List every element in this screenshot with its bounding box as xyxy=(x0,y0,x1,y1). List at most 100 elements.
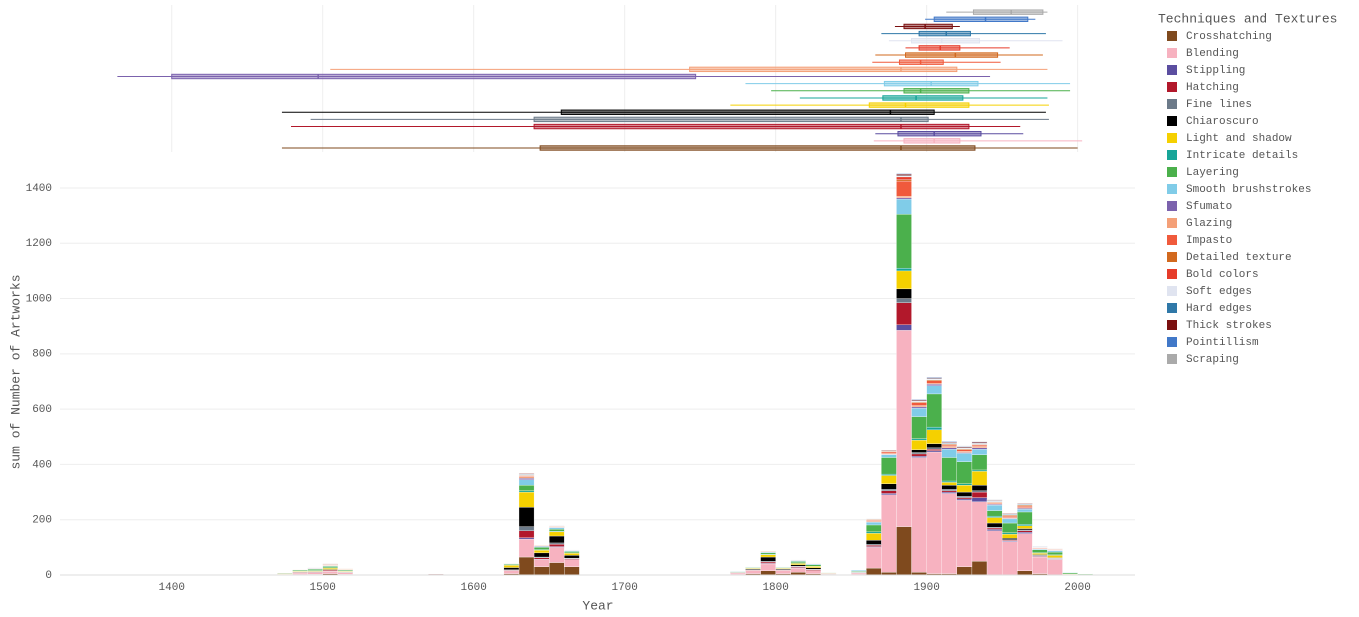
bar-segment xyxy=(760,570,776,576)
bar-segment xyxy=(760,561,776,564)
bar-segment xyxy=(881,454,897,458)
bar-segment xyxy=(1017,524,1033,526)
bar-segment xyxy=(926,449,942,451)
bar-segment xyxy=(911,438,927,441)
box-body xyxy=(533,116,929,123)
bar-segment xyxy=(549,528,565,532)
bar-segment xyxy=(956,498,973,501)
bar-segment xyxy=(956,500,973,567)
legend-label: Thick strokes xyxy=(1186,320,1272,332)
bar-segment xyxy=(881,483,897,490)
bar-segment xyxy=(866,518,882,520)
bar-segment xyxy=(896,179,912,182)
box-body xyxy=(689,66,958,73)
x-tick-label: 1500 xyxy=(310,582,336,594)
bar-segment xyxy=(1001,522,1018,533)
box-body xyxy=(933,16,1029,23)
box-body xyxy=(882,95,964,101)
bar-segment xyxy=(971,490,988,493)
bar-segment xyxy=(941,491,957,494)
bar-segment xyxy=(1001,518,1018,524)
bar-segment xyxy=(881,475,897,484)
bar-segment xyxy=(518,485,535,491)
bar-segment xyxy=(956,449,973,452)
bar-segment xyxy=(851,572,867,575)
bar-segment xyxy=(896,176,912,180)
bar-segment xyxy=(564,553,580,556)
bar-segment xyxy=(1017,525,1033,529)
bar-segment xyxy=(896,298,912,303)
bar-segment xyxy=(790,567,807,573)
bar-segment xyxy=(866,547,882,569)
bar-segment xyxy=(1017,511,1033,525)
box-body xyxy=(898,59,944,65)
bar-segment xyxy=(941,449,957,458)
bar-segment xyxy=(941,493,957,574)
bar-segment xyxy=(322,566,338,568)
bar-segment xyxy=(1047,550,1063,553)
bar-segment xyxy=(911,439,927,450)
legend-swatch xyxy=(1167,167,1177,177)
bar-segment xyxy=(503,570,520,574)
legend-swatch xyxy=(1167,320,1177,330)
bar-segment xyxy=(518,491,535,508)
bar-segment xyxy=(1062,572,1078,575)
y-tick-label: 1200 xyxy=(26,238,52,250)
bar-segment xyxy=(307,572,323,575)
bar-segment xyxy=(971,471,988,486)
bar-segment xyxy=(322,567,338,570)
legend-label: Chiaroscuro xyxy=(1186,116,1259,128)
bar-segment xyxy=(518,526,535,531)
legend-swatch xyxy=(1167,99,1177,109)
bar-segment xyxy=(1017,530,1033,533)
bar-segment xyxy=(1047,555,1063,558)
bar-segment xyxy=(941,485,957,490)
bar-segment xyxy=(564,566,580,576)
bar-segment xyxy=(956,461,973,484)
legend-label: Scraping xyxy=(1186,354,1239,366)
legend-label: Sfumato xyxy=(1186,201,1232,213)
bar-segment xyxy=(911,416,927,439)
bar-segment xyxy=(971,491,988,498)
bar-segment xyxy=(549,562,565,576)
bar-segment xyxy=(760,563,776,572)
bar-segment xyxy=(322,571,338,574)
bar-segment xyxy=(881,449,897,451)
bar-segment xyxy=(866,524,882,533)
box-body xyxy=(972,9,1044,15)
legend-label: Soft edges xyxy=(1186,286,1252,298)
bar-segment xyxy=(911,449,927,453)
legend-title: Techniques and Textures xyxy=(1158,11,1337,26)
bar-segment xyxy=(896,302,912,325)
bar-segment xyxy=(926,450,942,453)
bar-segment xyxy=(881,494,897,573)
bar-segment xyxy=(307,569,323,571)
legend-label: Stippling xyxy=(1186,65,1245,77)
bar-segment xyxy=(971,446,988,448)
bar-segment xyxy=(926,447,942,450)
box-body xyxy=(918,45,961,51)
legend-swatch xyxy=(1167,133,1177,143)
bar-segment xyxy=(971,449,988,455)
box-body xyxy=(903,23,953,30)
legend-swatch xyxy=(1167,354,1177,364)
y-tick-label: 800 xyxy=(32,349,52,361)
legend-label: Smooth brushstrokes xyxy=(1186,184,1311,196)
bar-segment xyxy=(549,535,565,544)
bar-segment xyxy=(518,530,535,538)
bar-segment xyxy=(956,485,973,493)
x-tick-label: 1600 xyxy=(460,582,486,594)
bar-segment xyxy=(986,517,1003,524)
bar-segment xyxy=(896,330,912,527)
legend-swatch xyxy=(1167,218,1177,228)
bar-segment xyxy=(896,173,912,175)
bar-segment xyxy=(881,493,897,495)
bar-segment xyxy=(1032,549,1048,553)
bar-segment xyxy=(518,538,535,558)
bar-segment xyxy=(292,572,308,575)
box-body xyxy=(897,131,982,137)
legend-label: Glazing xyxy=(1186,218,1232,230)
bar-segment xyxy=(549,525,565,527)
bar-segment xyxy=(926,385,942,395)
